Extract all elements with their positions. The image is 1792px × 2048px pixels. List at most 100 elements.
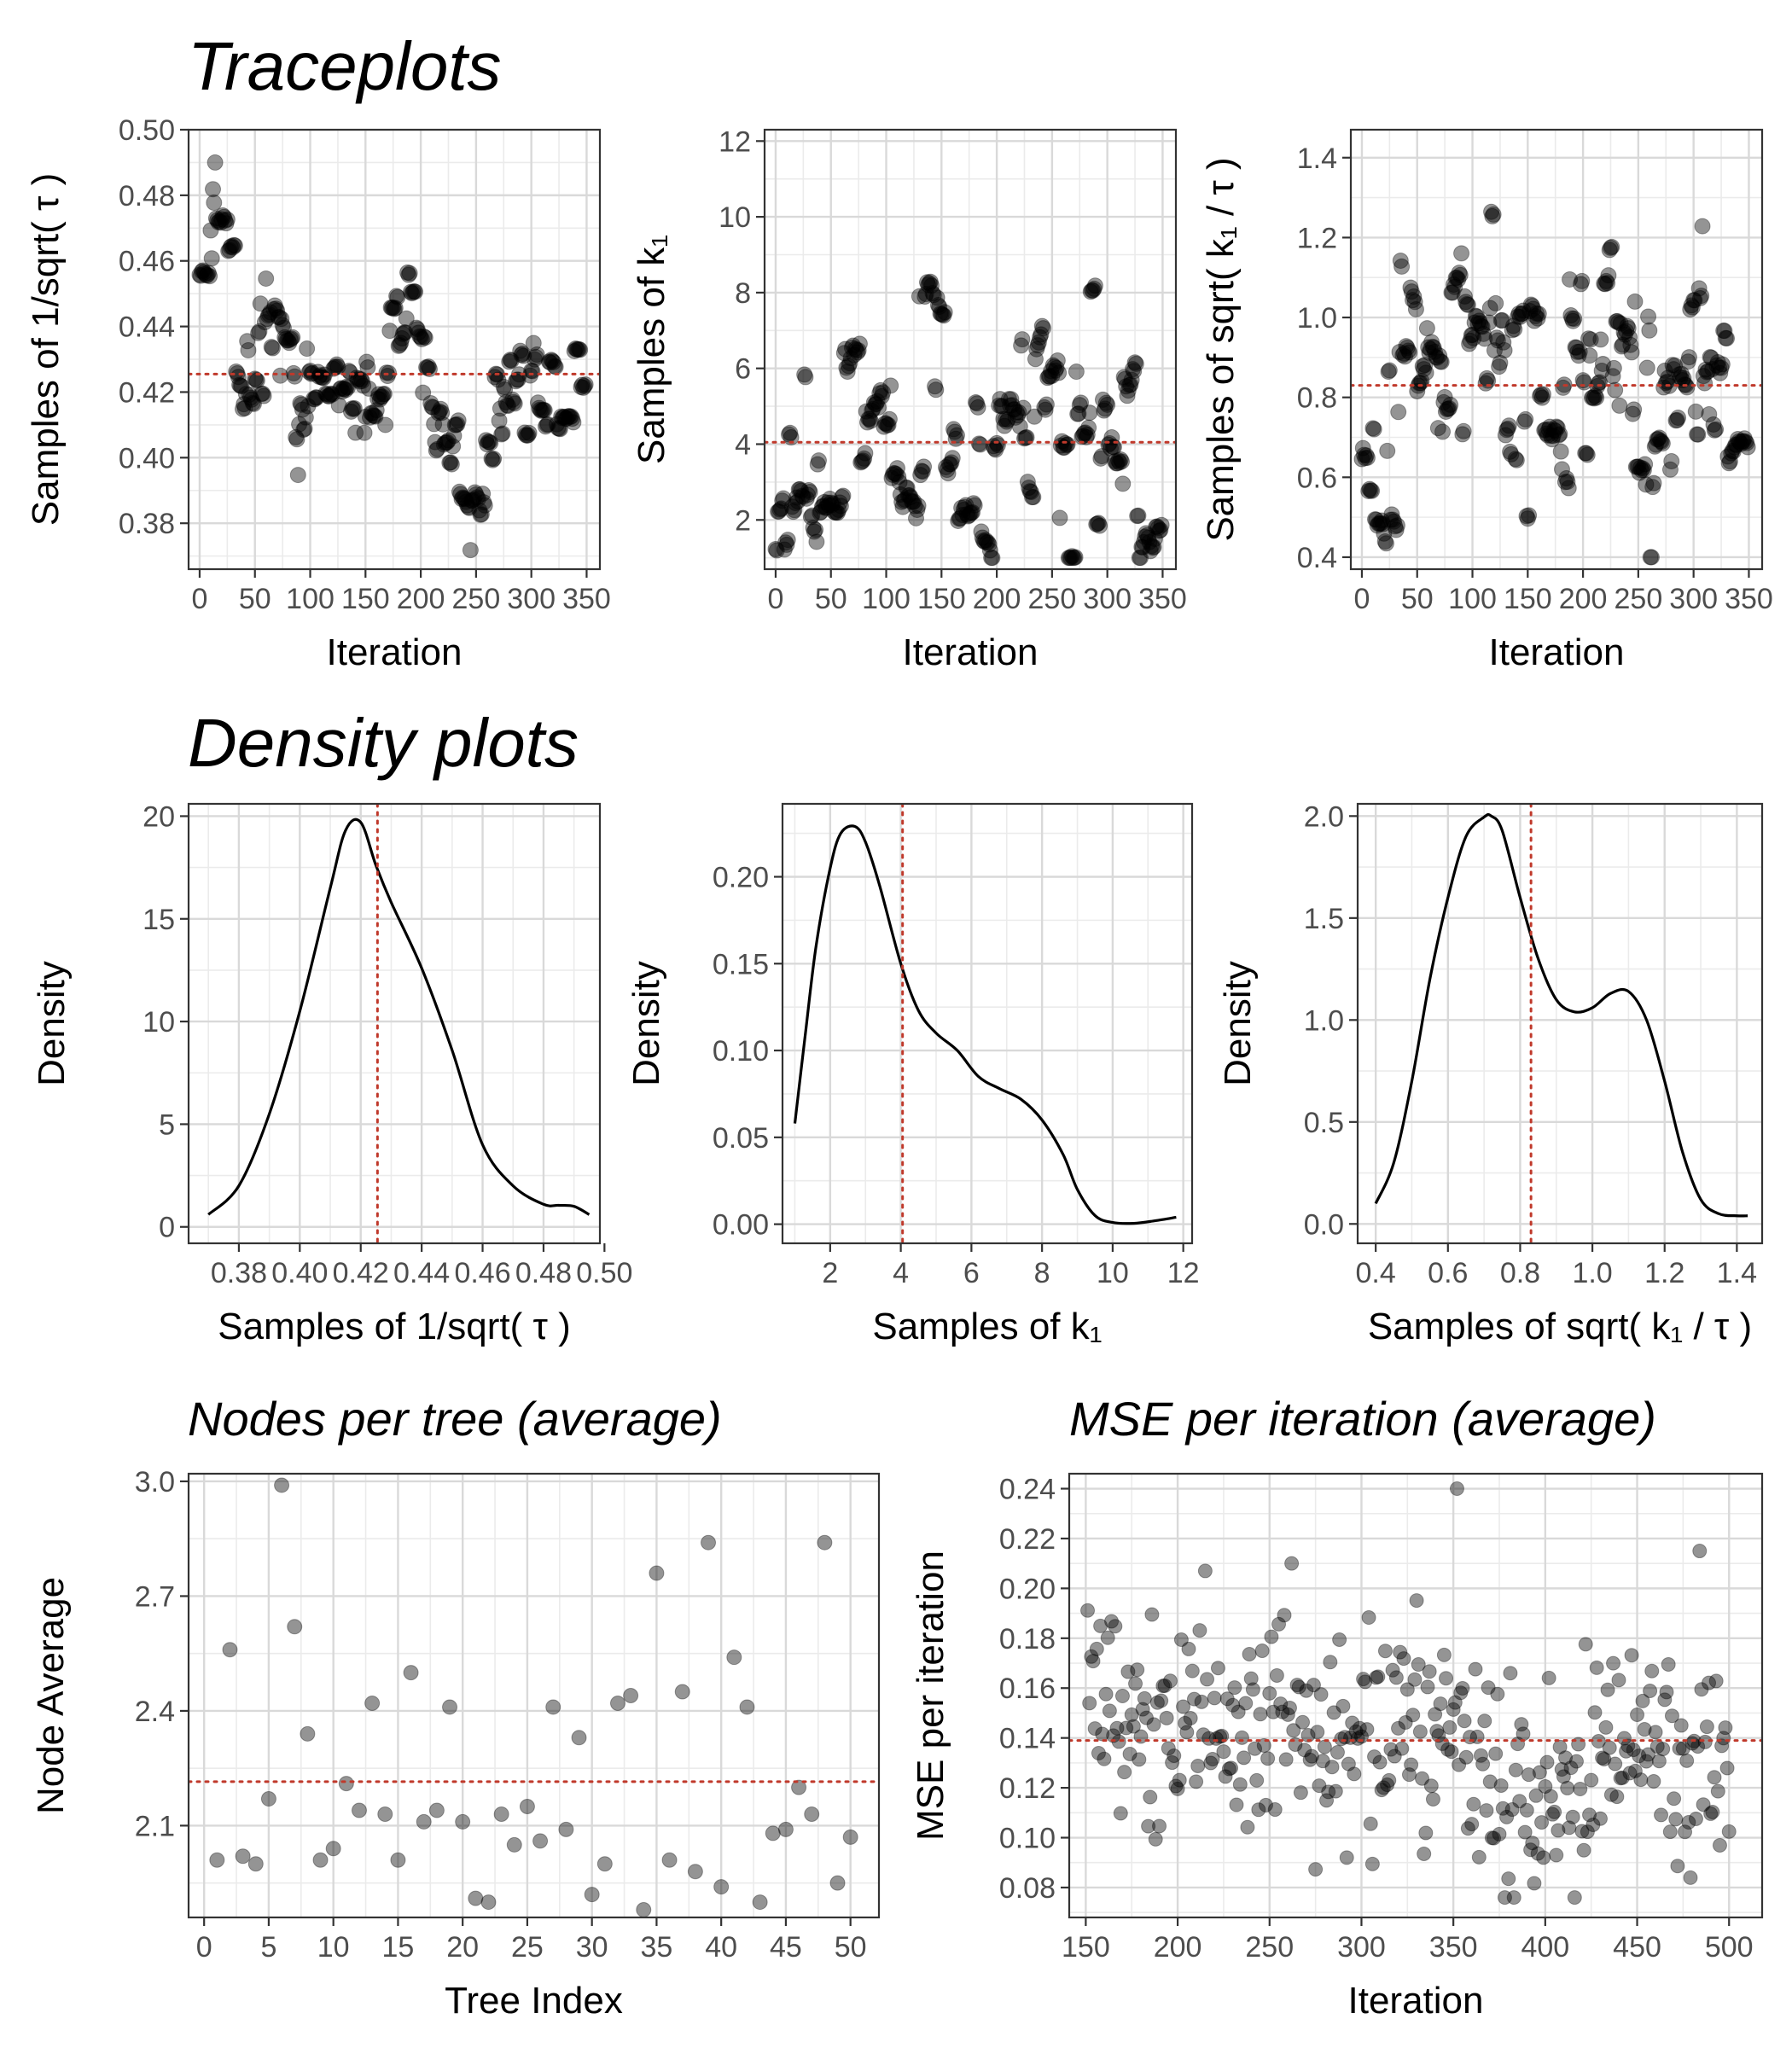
data-point bbox=[1651, 1754, 1667, 1769]
data-point bbox=[1420, 1679, 1435, 1695]
data-point bbox=[196, 265, 213, 282]
data-point bbox=[1585, 390, 1603, 407]
data-point bbox=[1105, 439, 1122, 456]
data-point bbox=[1128, 1676, 1143, 1691]
data-point bbox=[294, 401, 311, 418]
data-point bbox=[1126, 354, 1143, 371]
data-point bbox=[1554, 1762, 1569, 1777]
data-point bbox=[247, 371, 265, 388]
data-point bbox=[789, 493, 806, 510]
y-tick-label: 0.16 bbox=[999, 1673, 1056, 1705]
data-point bbox=[1458, 1749, 1474, 1765]
data-point bbox=[1708, 357, 1725, 374]
data-point bbox=[1512, 1794, 1527, 1809]
data-point bbox=[1537, 421, 1554, 438]
data-point bbox=[1448, 269, 1465, 286]
data-point bbox=[1704, 361, 1721, 378]
data-point bbox=[199, 266, 216, 283]
data-point bbox=[1002, 397, 1019, 414]
data-point bbox=[1674, 372, 1691, 389]
data-point bbox=[1071, 397, 1088, 414]
data-point bbox=[955, 501, 972, 518]
data-point bbox=[1334, 1731, 1349, 1747]
data-point bbox=[1597, 272, 1615, 289]
data-point bbox=[1655, 379, 1673, 396]
data-point bbox=[1686, 292, 1703, 309]
data-point bbox=[1620, 1738, 1636, 1754]
data-point bbox=[983, 550, 1000, 567]
data-point bbox=[1315, 1754, 1330, 1769]
data-point bbox=[1494, 311, 1511, 329]
data-point bbox=[1719, 448, 1737, 465]
data-point bbox=[948, 427, 965, 444]
x-tick-label: 250 bbox=[1245, 1931, 1294, 1964]
data-point bbox=[340, 379, 357, 396]
data-point bbox=[428, 442, 445, 459]
data-point bbox=[1548, 418, 1565, 435]
y-axis-label: Density bbox=[31, 961, 73, 1086]
data-point bbox=[1473, 1748, 1488, 1763]
chart-trace1: 0 50 100 150 200 250 300 3500.380.400.420.440.4… bbox=[25, 114, 611, 673]
data-point bbox=[432, 400, 449, 417]
data-point bbox=[1492, 312, 1510, 329]
data-point bbox=[1643, 549, 1660, 566]
data-point bbox=[428, 1802, 445, 1818]
x-axis-label: Samples of k₁ bbox=[872, 1306, 1102, 1347]
data-point bbox=[1375, 515, 1392, 532]
data-point bbox=[817, 1534, 833, 1551]
data-point bbox=[1534, 1815, 1550, 1830]
data-point bbox=[1143, 538, 1160, 555]
data-point bbox=[232, 377, 249, 394]
data-point bbox=[1603, 1787, 1619, 1802]
plot-background bbox=[189, 804, 600, 1243]
x-tick-label: 0.40 bbox=[271, 1257, 328, 1289]
data-point bbox=[539, 416, 556, 433]
data-point bbox=[1126, 363, 1143, 380]
data-point bbox=[201, 268, 218, 285]
data-point bbox=[1356, 1672, 1371, 1687]
data-point bbox=[273, 311, 290, 328]
chart-dens1: 0.38 0.40 0.42 0.44 0.46 0.48 0.5005101520Samp… bbox=[31, 800, 632, 1347]
data-point bbox=[1385, 1662, 1400, 1678]
x-tick-label: 100 bbox=[1448, 583, 1497, 615]
data-point bbox=[329, 358, 346, 375]
data-point bbox=[338, 378, 355, 395]
data-point bbox=[220, 242, 237, 259]
data-point bbox=[794, 487, 811, 504]
data-point bbox=[1690, 280, 1708, 297]
data-point bbox=[282, 331, 299, 348]
x-tick-label: 200 bbox=[973, 583, 1021, 615]
data-point bbox=[845, 337, 862, 354]
data-point bbox=[1137, 1690, 1152, 1706]
data-point bbox=[1493, 1777, 1509, 1793]
data-point bbox=[1567, 1890, 1582, 1905]
data-point bbox=[450, 412, 467, 429]
data-point bbox=[1079, 426, 1096, 443]
data-point bbox=[1417, 1846, 1432, 1861]
data-point bbox=[209, 1852, 225, 1868]
data-point bbox=[1446, 276, 1462, 293]
x-tick-label: 5 bbox=[260, 1931, 276, 1964]
data-point bbox=[1453, 1685, 1469, 1701]
data-point bbox=[1203, 1755, 1219, 1771]
data-point bbox=[341, 364, 358, 381]
data-point bbox=[1694, 1682, 1709, 1697]
data-point bbox=[520, 427, 537, 444]
data-point bbox=[531, 399, 548, 416]
data-point bbox=[1093, 1618, 1108, 1633]
data-point bbox=[1615, 336, 1632, 353]
data-point bbox=[358, 353, 375, 370]
data-point bbox=[1527, 307, 1544, 324]
data-point bbox=[1082, 283, 1099, 300]
data-point bbox=[1570, 347, 1587, 364]
data-point bbox=[917, 286, 934, 303]
y-tick-label: 2.4 bbox=[135, 1696, 175, 1728]
data-point bbox=[1114, 475, 1132, 492]
data-point bbox=[1176, 1699, 1191, 1714]
data-point bbox=[1323, 1655, 1338, 1670]
data-point bbox=[1500, 417, 1517, 434]
data-point bbox=[300, 1725, 316, 1742]
data-point bbox=[1021, 483, 1039, 500]
data-point bbox=[1464, 1817, 1480, 1832]
data-point bbox=[1536, 1850, 1551, 1865]
